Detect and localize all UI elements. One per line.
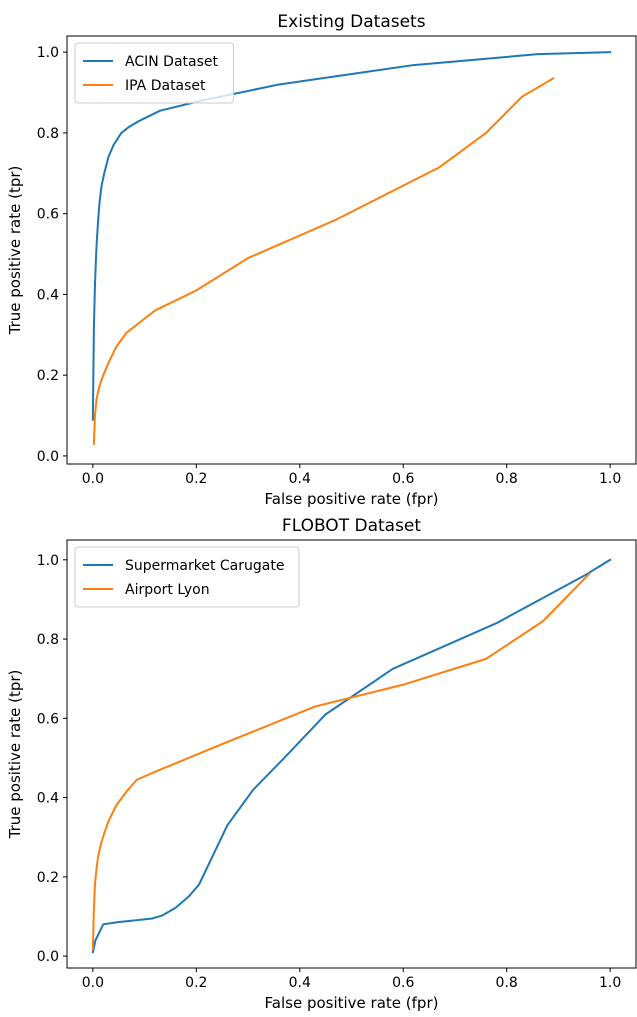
legend: Supermarket Carugate Airport Lyon xyxy=(74,546,300,608)
x-tick-label: 0.0 xyxy=(82,471,104,487)
x-tick-label: 0.0 xyxy=(82,975,104,991)
chart-title: FLOBOT Dataset xyxy=(282,516,421,536)
series-line-acin-dataset xyxy=(91,51,612,421)
series-line-supermarket-carugate xyxy=(91,558,612,954)
y-tick-label: 0.6 xyxy=(37,711,59,727)
x-tick-label: 0.6 xyxy=(392,471,414,487)
x-tick-label: 0.4 xyxy=(289,471,311,487)
x-tick-label: 0.8 xyxy=(496,975,518,991)
chart-2: FLOBOT Dataset 0.0 0.2 0.4 0.6 0.8 1.0 0.0 0.2 0.… xyxy=(6,516,637,1012)
plot-frame xyxy=(66,539,637,969)
x-axis-label: False positive rate (fpr) xyxy=(265,490,439,508)
x-tick-label: 1.0 xyxy=(599,471,621,487)
chart-title: Existing Datasets xyxy=(277,12,425,32)
x-axis-label: False positive rate (fpr) xyxy=(265,994,439,1012)
y-tick-label: 0.0 xyxy=(37,949,59,965)
x-tick-label: 0.8 xyxy=(496,471,518,487)
y-tick-label: 0.8 xyxy=(37,632,59,648)
series-line-airport-lyon xyxy=(91,572,591,950)
y-tick-label: 0.0 xyxy=(37,449,59,465)
x-tick-label: 0.6 xyxy=(392,975,414,991)
y-axis-label: True positive rate (tpr) xyxy=(6,166,24,336)
y-axis-label: True positive rate (tpr) xyxy=(6,670,24,840)
x-tick-label: 0.4 xyxy=(289,975,311,991)
x-tick-label: 0.2 xyxy=(185,471,207,487)
x-tick-label: 0.2 xyxy=(185,975,207,991)
legend-label: Airport Lyon xyxy=(125,582,210,598)
legend-box xyxy=(74,546,300,608)
y-tick-label: 0.6 xyxy=(37,207,59,223)
legend-label: Supermarket Carugate xyxy=(125,558,284,574)
y-tick-label: 0.2 xyxy=(37,368,59,384)
y-tick-label: 0.4 xyxy=(37,287,59,303)
x-tick-label: 1.0 xyxy=(599,975,621,991)
y-tick-label: 1.0 xyxy=(37,553,59,569)
legend: ACIN Dataset IPA Dataset xyxy=(74,42,234,104)
series-line-ipa-dataset xyxy=(92,77,555,445)
y-tick-label: 0.4 xyxy=(37,791,59,807)
legend-label: IPA Dataset xyxy=(125,78,206,94)
plot-frame xyxy=(66,35,637,465)
legend-label: ACIN Dataset xyxy=(125,54,218,70)
y-tick-label: 0.2 xyxy=(37,870,59,886)
y-tick-label: 1.0 xyxy=(37,45,59,61)
legend-box xyxy=(74,42,234,104)
y-tick-label: 0.8 xyxy=(37,126,59,142)
chart-1: Existing Datasets 0.0 0.2 0.4 0.6 0.8 1.0 0.0 0.… xyxy=(6,12,637,508)
